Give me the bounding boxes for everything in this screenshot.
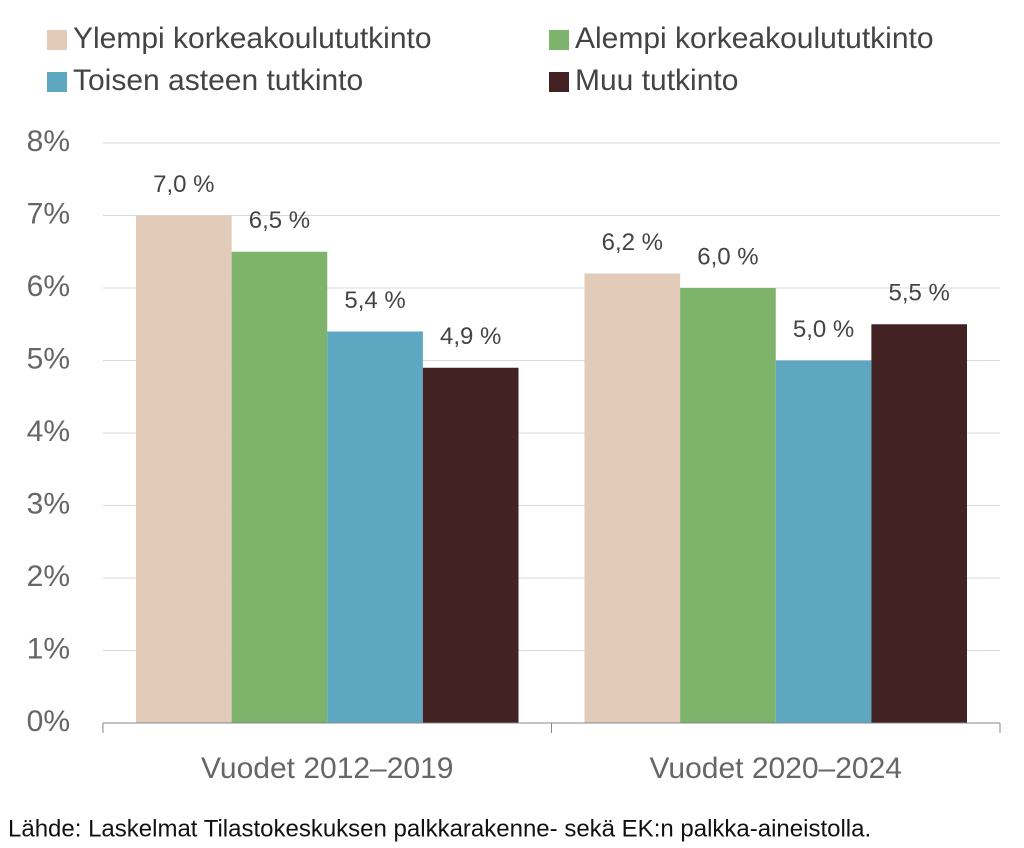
bar bbox=[680, 288, 776, 723]
value-label: 7,0 % bbox=[153, 171, 214, 198]
legend-label: Toisen asteen tutkinto bbox=[73, 64, 363, 97]
x-tick-label: Vuodet 2012–2019 bbox=[201, 752, 453, 785]
bar bbox=[231, 251, 328, 723]
y-tick-label: 2% bbox=[27, 560, 70, 593]
legend-label: Ylempi korkeakoulututkinto bbox=[73, 22, 432, 55]
legend-label: Alempi korkeakoulututkinto bbox=[575, 22, 934, 55]
value-label: 4,9 % bbox=[440, 323, 501, 350]
source-note: Lähde: Laskelmat Tilastokeskuksen palkka… bbox=[8, 815, 871, 842]
bar bbox=[327, 331, 423, 723]
y-tick-label: 0% bbox=[27, 705, 70, 738]
legend-label: Muu tutkinto bbox=[575, 64, 738, 97]
bar bbox=[136, 215, 232, 723]
value-label: 5,4 % bbox=[344, 287, 405, 314]
value-label: 6,0 % bbox=[697, 243, 758, 270]
y-tick-label: 7% bbox=[27, 197, 70, 230]
value-label: 5,5 % bbox=[889, 280, 950, 307]
y-tick-label: 8% bbox=[27, 125, 70, 158]
y-tick-label: 3% bbox=[27, 487, 70, 520]
x-tick-label: Vuodet 2020–2024 bbox=[650, 752, 902, 785]
y-tick-label: 4% bbox=[27, 415, 70, 448]
legend-swatch bbox=[47, 72, 67, 92]
y-tick-label: 6% bbox=[27, 270, 70, 303]
bar bbox=[871, 324, 967, 723]
value-label: 6,5 % bbox=[249, 207, 310, 234]
bar bbox=[584, 273, 681, 723]
legend-swatch bbox=[47, 30, 67, 50]
legend-swatch bbox=[549, 72, 569, 92]
bar bbox=[775, 360, 872, 723]
y-tick-label: 1% bbox=[27, 632, 70, 665]
value-label: 6,2 % bbox=[602, 229, 663, 256]
y-tick-label: 5% bbox=[27, 342, 70, 375]
bar bbox=[422, 367, 519, 723]
legend-swatch bbox=[549, 30, 569, 50]
value-label: 5,0 % bbox=[793, 316, 854, 343]
